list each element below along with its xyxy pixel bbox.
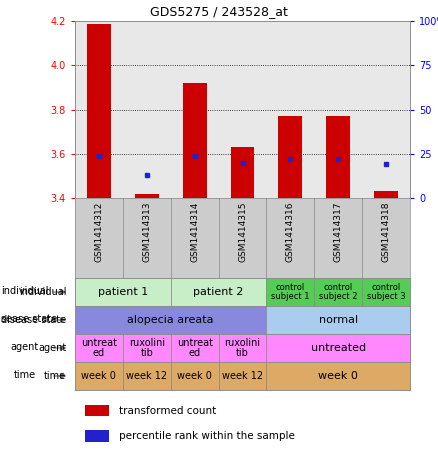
Text: GSM1414316: GSM1414316: [286, 202, 295, 262]
Text: week 0: week 0: [177, 371, 212, 381]
Text: untreated: untreated: [311, 343, 366, 353]
Text: time: time: [14, 370, 36, 380]
Bar: [266, 306, 410, 334]
Text: GSM1414318: GSM1414318: [381, 202, 391, 262]
Text: individual: individual: [1, 285, 49, 296]
Bar: [123, 334, 171, 362]
Bar: [123, 362, 171, 390]
Bar: [230, 147, 254, 198]
Text: week 0: week 0: [318, 371, 358, 381]
Text: GSM1414315: GSM1414315: [238, 202, 247, 262]
Text: transformed count: transformed count: [119, 406, 216, 416]
Bar: [183, 83, 207, 198]
Bar: [171, 278, 266, 306]
Text: week 12: week 12: [222, 371, 263, 381]
Text: agent: agent: [11, 342, 39, 352]
Bar: [374, 191, 398, 198]
Text: GSM1414317: GSM1414317: [334, 202, 343, 262]
Bar: [171, 334, 219, 362]
Bar: [266, 362, 410, 390]
Bar: [135, 193, 159, 198]
Text: untreat
ed: untreat ed: [177, 337, 212, 358]
Bar: [314, 278, 362, 306]
Bar: [85, 405, 109, 416]
Bar: [75, 306, 266, 334]
Text: GSM1414314: GSM1414314: [190, 202, 199, 262]
Bar: [266, 334, 410, 362]
Text: alopecia areata: alopecia areata: [127, 315, 214, 325]
Bar: [326, 116, 350, 198]
Text: individual: individual: [19, 287, 66, 297]
Bar: [75, 278, 171, 306]
Text: time: time: [44, 371, 66, 381]
Bar: [87, 24, 111, 198]
Text: normal: normal: [319, 315, 358, 325]
Bar: [279, 116, 302, 198]
Text: control
subject 2: control subject 2: [319, 283, 357, 301]
Text: control
subject 3: control subject 3: [367, 283, 406, 301]
Text: patient 2: patient 2: [194, 287, 244, 297]
Bar: [362, 278, 410, 306]
Text: week 12: week 12: [126, 371, 167, 381]
Bar: [171, 362, 219, 390]
Text: ruxolini
tib: ruxolini tib: [129, 337, 165, 358]
Bar: [266, 278, 314, 306]
Text: GSM1414312: GSM1414312: [95, 202, 103, 262]
Bar: [75, 334, 123, 362]
Text: week 0: week 0: [81, 371, 117, 381]
Text: GDS5275 / 243528_at: GDS5275 / 243528_at: [150, 5, 288, 19]
Text: GSM1414313: GSM1414313: [142, 202, 151, 262]
Text: agent: agent: [38, 343, 66, 353]
Bar: [75, 362, 123, 390]
Bar: [219, 362, 266, 390]
Text: patient 1: patient 1: [98, 287, 148, 297]
Text: control
subject 1: control subject 1: [271, 283, 310, 301]
Text: untreat
ed: untreat ed: [81, 337, 117, 358]
Bar: [85, 430, 109, 442]
Text: ruxolini
tib: ruxolini tib: [224, 337, 261, 358]
Bar: [219, 334, 266, 362]
Text: percentile rank within the sample: percentile rank within the sample: [119, 431, 294, 441]
Text: disease state: disease state: [0, 313, 57, 323]
Text: disease state: disease state: [1, 315, 66, 325]
